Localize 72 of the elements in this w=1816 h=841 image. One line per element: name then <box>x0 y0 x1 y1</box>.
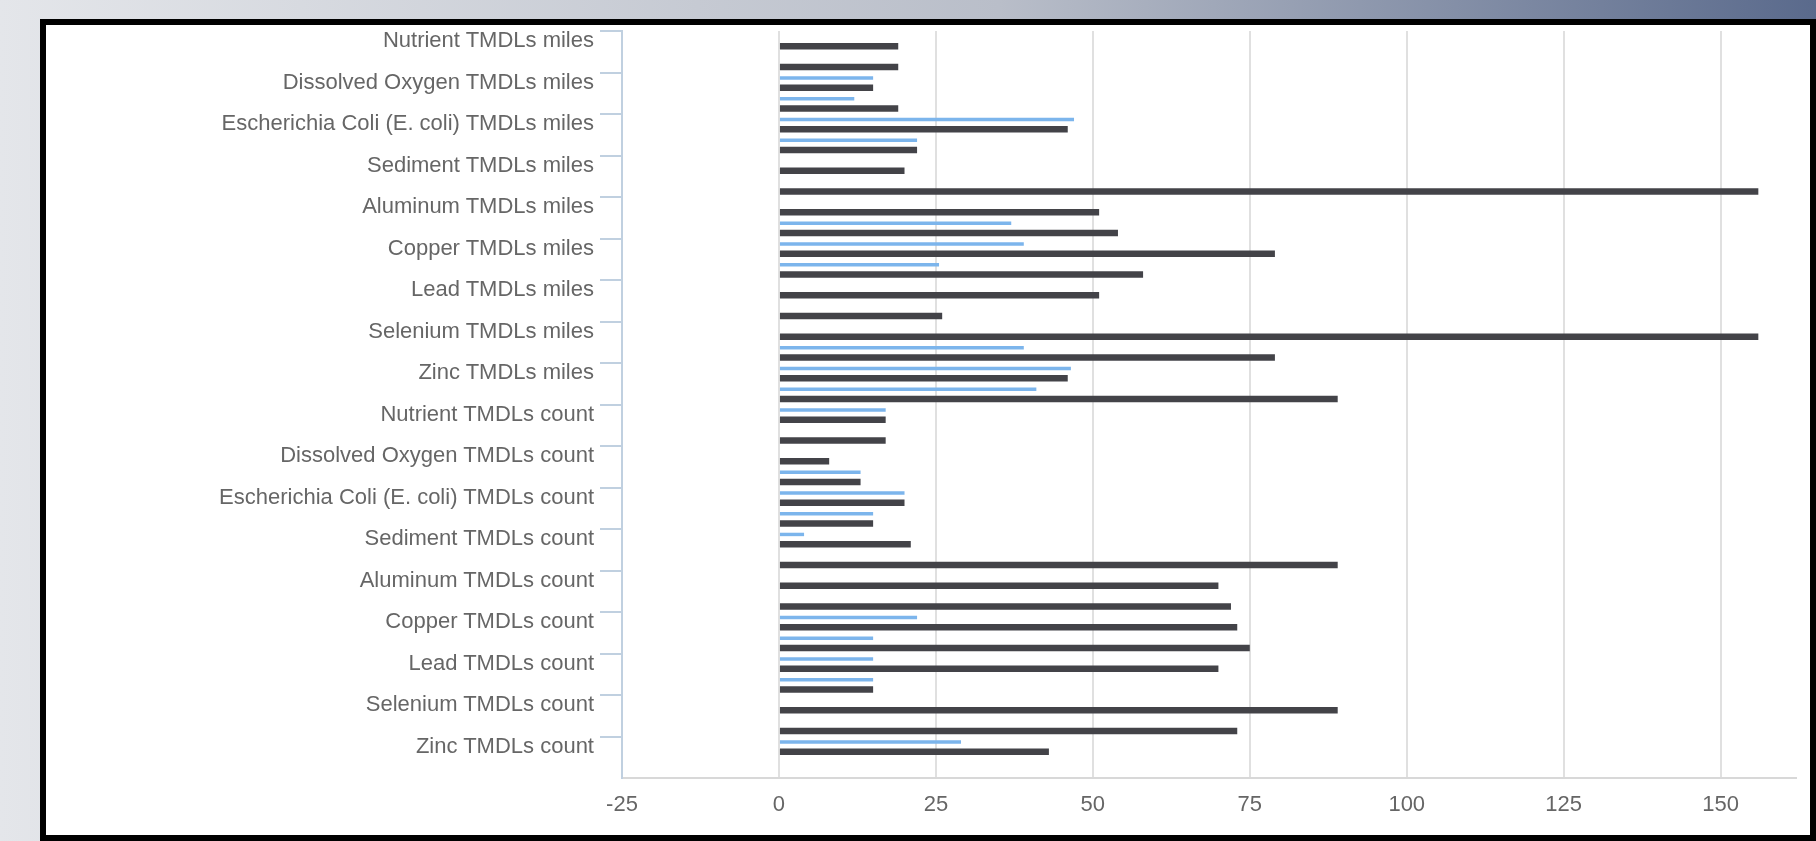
bar <box>779 271 1144 278</box>
y-tick-label: Zinc TMDLs count <box>415 732 594 758</box>
bar <box>779 292 1100 299</box>
bar <box>779 416 886 424</box>
y-tick-label: Copper TMDLs miles <box>387 234 594 260</box>
bar <box>779 63 899 71</box>
bar <box>779 491 905 495</box>
y-tick-label: Aluminum TMDLs miles <box>362 193 594 219</box>
x-tick-label: -25 <box>606 791 638 817</box>
bar <box>779 740 962 744</box>
bar <box>779 188 1759 195</box>
y-tick-label: Selenium TMDLs miles <box>368 317 594 343</box>
bar <box>779 209 1100 216</box>
bar <box>779 561 1338 569</box>
bar <box>779 478 861 486</box>
y-tick-label: Escherichia Coli (E. coli) TMDLs count <box>219 483 594 509</box>
bar <box>779 229 1118 237</box>
bar <box>779 138 918 142</box>
x-tick-label: 150 <box>1702 791 1740 817</box>
bar <box>779 76 874 80</box>
y-tick-label: Zinc TMDLs miles <box>418 359 594 385</box>
x-tick-label: 25 <box>923 791 949 817</box>
bar <box>779 167 905 175</box>
y-tick-label: Dissolved Oxygen TMDLs count <box>280 442 594 468</box>
bar <box>779 665 1219 673</box>
y-tick-label: Nutrient TMDLs miles <box>382 27 594 53</box>
x-tick-label: 0 <box>772 791 786 817</box>
y-tick-label: Selenium TMDLs count <box>365 691 594 717</box>
y-tick-label: Sediment TMDLs count <box>364 525 594 551</box>
bar <box>779 375 1068 382</box>
x-tick-label: 100 <box>1388 791 1426 817</box>
bar <box>779 333 1759 341</box>
x-tick-label: 125 <box>1545 791 1583 817</box>
y-tick-label: Dissolved Oxygen TMDLs miles <box>282 68 594 94</box>
bar <box>779 387 1037 391</box>
bar <box>779 499 905 507</box>
bar <box>779 458 830 465</box>
y-tick-label: Aluminum TMDLs count <box>359 566 594 592</box>
bar <box>779 520 874 527</box>
bar <box>779 727 1238 735</box>
bar <box>779 541 911 548</box>
bar <box>779 707 1338 714</box>
bar <box>779 312 943 320</box>
bar <box>779 748 1049 756</box>
bar <box>779 470 861 474</box>
bar <box>779 437 886 444</box>
bar <box>779 84 874 92</box>
x-tick-label: 50 <box>1080 791 1106 817</box>
y-tick-label: Sediment TMDLs miles <box>367 151 594 177</box>
y-tick-label: Lead TMDLs count <box>408 649 594 675</box>
bar <box>779 686 874 693</box>
bar <box>779 250 1275 258</box>
bar <box>779 105 899 112</box>
bar <box>779 354 1275 361</box>
bar <box>779 146 918 154</box>
bar <box>779 242 1024 246</box>
bar <box>779 657 874 661</box>
bar <box>779 43 899 50</box>
bar <box>779 636 874 640</box>
y-tick-label: Lead TMDLs miles <box>411 276 594 302</box>
y-tick-label: Nutrient TMDLs count <box>380 400 594 426</box>
bar <box>779 408 886 412</box>
bar <box>779 126 1068 133</box>
bar <box>779 395 1338 403</box>
y-tick-label: Escherichia Coli (E. coli) TMDLs miles <box>221 110 594 136</box>
bar <box>779 644 1250 652</box>
bar <box>779 221 1012 225</box>
bar <box>779 624 1238 631</box>
bar <box>779 603 1231 610</box>
y-tick-label: Copper TMDLs count <box>385 608 594 634</box>
bar <box>779 582 1219 590</box>
x-tick-label: 75 <box>1237 791 1263 817</box>
